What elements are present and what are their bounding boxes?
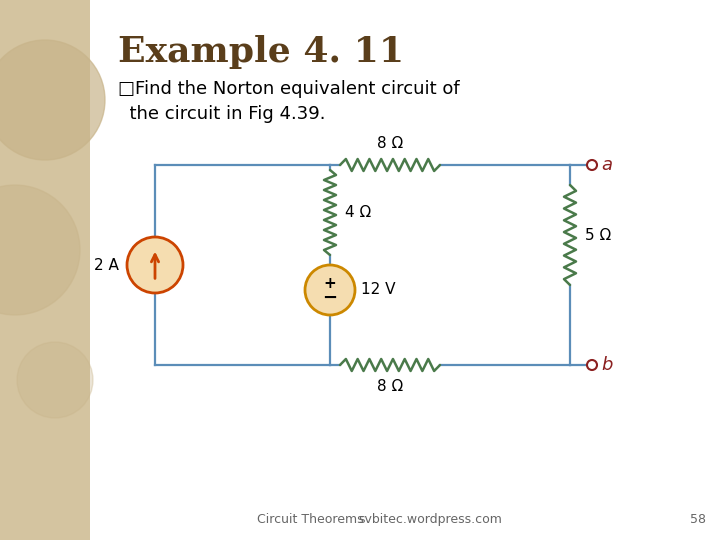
Text: 4 Ω: 4 Ω (345, 205, 372, 220)
Text: 58: 58 (690, 513, 706, 526)
Text: 2 A: 2 A (94, 258, 119, 273)
Text: □Find the Norton equivalent circuit of: □Find the Norton equivalent circuit of (118, 80, 459, 98)
Text: Circuit Theorems: Circuit Theorems (257, 513, 364, 526)
Text: a: a (601, 156, 612, 174)
Text: svbitec.wordpress.com: svbitec.wordpress.com (358, 513, 502, 526)
FancyBboxPatch shape (0, 0, 90, 540)
Text: +: + (323, 275, 336, 291)
Text: Example 4. 11: Example 4. 11 (118, 35, 404, 69)
Circle shape (587, 160, 597, 170)
Text: 8 Ω: 8 Ω (377, 379, 403, 394)
Circle shape (0, 40, 105, 160)
Circle shape (17, 342, 93, 418)
Text: b: b (601, 356, 613, 374)
Circle shape (127, 237, 183, 293)
Text: 12 V: 12 V (361, 282, 395, 298)
Text: −: − (323, 289, 338, 307)
Circle shape (0, 185, 80, 315)
Text: 8 Ω: 8 Ω (377, 136, 403, 151)
Circle shape (305, 265, 355, 315)
Text: 5 Ω: 5 Ω (585, 227, 611, 242)
Text: the circuit in Fig 4.39.: the circuit in Fig 4.39. (118, 105, 325, 123)
Circle shape (587, 360, 597, 370)
